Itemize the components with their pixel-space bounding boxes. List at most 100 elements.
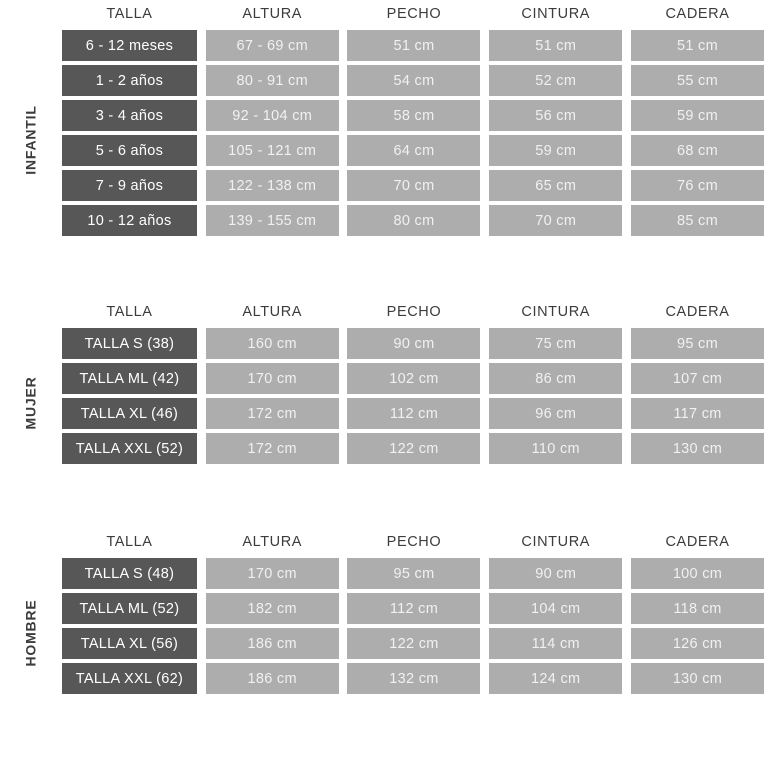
category-label-mujer: MUJER: [0, 332, 62, 474]
cell-pecho: 95 cm: [347, 558, 481, 589]
cell-gap: [480, 203, 489, 238]
cell-gap: [480, 626, 489, 661]
cell-gap: [480, 63, 489, 98]
cell-cintura: 56 cm: [489, 100, 623, 131]
cell-gap: [480, 133, 489, 168]
cell-cintura: 52 cm: [489, 65, 623, 96]
cell-cintura: 110 cm: [489, 433, 623, 464]
cell-cadera: 76 cm: [631, 170, 764, 201]
cell-cadera: 51 cm: [631, 30, 764, 61]
cell-pecho: 122 cm: [347, 433, 481, 464]
cell-cintura: 86 cm: [489, 363, 623, 394]
cell-cadera: 118 cm: [631, 593, 764, 624]
column-header-cintura: CINTURA: [521, 6, 591, 22]
table-row: 3 - 4 años 92 - 104 cm 58 cm 56 cm 59 cm: [62, 98, 764, 133]
cell-talla: 6 - 12 meses: [62, 30, 197, 61]
cell-cintura: 104 cm: [489, 593, 623, 624]
size-table-mujer: MUJER TALLA ALTURA PECHO CINTURA CADERA …: [0, 298, 770, 466]
cell-gap: [339, 361, 348, 396]
cell-gap: [480, 431, 489, 466]
column-header-pecho: PECHO: [386, 304, 442, 320]
cell-talla: TALLA S (38): [62, 328, 197, 359]
table-body: 6 - 12 meses 67 - 69 cm 51 cm 51 cm 51 cm 1 -…: [62, 28, 764, 238]
cell-gap: [339, 396, 348, 431]
table-inner: TALLA ALTURA PECHO CINTURA CADERA TALLA …: [62, 298, 764, 466]
column-header-cadera: CADERA: [665, 304, 730, 320]
cell-pecho: 64 cm: [347, 135, 481, 166]
cell-cintura: 75 cm: [489, 328, 623, 359]
cell-talla: TALLA XL (46): [62, 398, 197, 429]
cell-altura: 160 cm: [205, 328, 339, 359]
cell-cadera: 68 cm: [631, 135, 764, 166]
cell-cadera: 100 cm: [631, 558, 764, 589]
cell-gap: [622, 431, 631, 466]
cell-gap: [622, 168, 631, 203]
cell-altura: 182 cm: [205, 593, 339, 624]
column-header-cintura: CINTURA: [521, 534, 591, 550]
column-header-cadera: CADERA: [665, 534, 730, 550]
cell-gap: [197, 326, 206, 361]
cell-pecho: 54 cm: [347, 65, 481, 96]
size-table-infantil: INFANTIL TALLA ALTURA PECHO CINTURA CADE…: [0, 0, 770, 238]
cell-altura: 170 cm: [205, 363, 339, 394]
size-table-hombre: HOMBRE TALLA ALTURA PECHO CINTURA CADERA…: [0, 528, 770, 696]
category-label-hombre: HOMBRE: [0, 562, 62, 704]
cell-talla: 10 - 12 años: [62, 205, 197, 236]
cell-altura: 105 - 121 cm: [205, 135, 339, 166]
cell-cadera: 95 cm: [631, 328, 764, 359]
cell-talla: TALLA XXL (62): [62, 663, 197, 694]
cell-altura: 172 cm: [205, 433, 339, 464]
cell-cintura: 114 cm: [489, 628, 623, 659]
cell-talla: TALLA ML (42): [62, 363, 197, 394]
cell-gap: [480, 556, 489, 591]
column-header-pecho: PECHO: [386, 534, 442, 550]
cell-gap: [622, 63, 631, 98]
cell-gap: [622, 661, 631, 696]
cell-talla: 1 - 2 años: [62, 65, 197, 96]
cell-altura: 172 cm: [205, 398, 339, 429]
cell-cadera: 126 cm: [631, 628, 764, 659]
cell-cadera: 130 cm: [631, 433, 764, 464]
cell-gap: [197, 63, 206, 98]
cell-cintura: 70 cm: [489, 205, 623, 236]
cell-talla: TALLA ML (52): [62, 593, 197, 624]
cell-gap: [197, 133, 206, 168]
column-header-row: TALLA ALTURA PECHO CINTURA CADERA: [62, 528, 764, 556]
cell-gap: [480, 28, 489, 63]
cell-altura: 186 cm: [205, 663, 339, 694]
table-inner: TALLA ALTURA PECHO CINTURA CADERA 6 - 12…: [62, 0, 764, 238]
table-row: TALLA XXL (62) 186 cm 132 cm 124 cm 130 cm: [62, 661, 764, 696]
cell-gap: [197, 168, 206, 203]
cell-cintura: 124 cm: [489, 663, 623, 694]
category-label-text: HOMBRE: [23, 599, 39, 667]
table-row: 1 - 2 años 80 - 91 cm 54 cm 52 cm 55 cm: [62, 63, 764, 98]
cell-gap: [197, 203, 206, 238]
cell-gap: [339, 556, 348, 591]
cell-pecho: 102 cm: [347, 363, 481, 394]
cell-gap: [339, 168, 348, 203]
column-header-row: TALLA ALTURA PECHO CINTURA CADERA: [62, 0, 764, 28]
table-inner: TALLA ALTURA PECHO CINTURA CADERA TALLA …: [62, 528, 764, 696]
cell-gap: [622, 361, 631, 396]
cell-talla: TALLA XXL (52): [62, 433, 197, 464]
cell-pecho: 51 cm: [347, 30, 481, 61]
cell-gap: [622, 98, 631, 133]
cell-gap: [339, 203, 348, 238]
cell-gap: [339, 661, 348, 696]
category-label-text: INFANTIL: [23, 105, 39, 175]
cell-gap: [197, 661, 206, 696]
cell-gap: [622, 626, 631, 661]
cell-cadera: 117 cm: [631, 398, 764, 429]
table-row: TALLA ML (42) 170 cm 102 cm 86 cm 107 cm: [62, 361, 764, 396]
table-row: TALLA ML (52) 182 cm 112 cm 104 cm 118 cm: [62, 591, 764, 626]
cell-gap: [480, 168, 489, 203]
cell-talla: 5 - 6 años: [62, 135, 197, 166]
cell-pecho: 58 cm: [347, 100, 481, 131]
cell-cadera: 107 cm: [631, 363, 764, 394]
cell-gap: [339, 63, 348, 98]
cell-gap: [339, 28, 348, 63]
column-header-altura: ALTURA: [242, 534, 303, 550]
cell-cintura: 51 cm: [489, 30, 623, 61]
cell-talla: TALLA S (48): [62, 558, 197, 589]
table-row: TALLA XL (56) 186 cm 122 cm 114 cm 126 cm: [62, 626, 764, 661]
